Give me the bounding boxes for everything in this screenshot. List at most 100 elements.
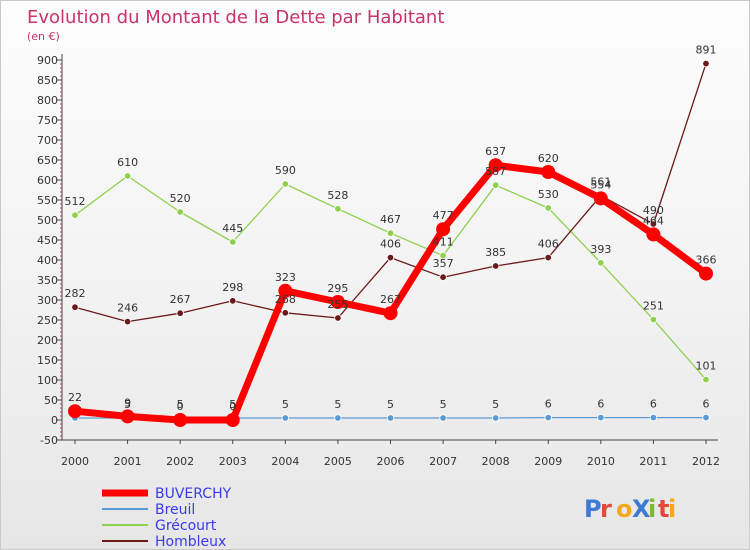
y-tick-label: 450 <box>37 234 58 247</box>
y-tick-label: 350 <box>37 274 58 287</box>
data-label-breuil: 6 <box>597 398 604 411</box>
data-point-grcourt <box>334 205 342 213</box>
x-tick-label: 2011 <box>639 455 667 468</box>
y-tick-label: 250 <box>37 314 58 327</box>
data-point-grcourt <box>597 259 605 267</box>
x-tick-label: 2007 <box>429 455 457 468</box>
legend: BUVERCHY Breuil Grécourt Hombleux <box>102 486 232 550</box>
y-tick-label: 0 <box>51 414 58 427</box>
data-point-breuil <box>544 413 552 422</box>
data-point-hombleux <box>386 253 395 262</box>
data-point-grcourt <box>386 229 395 237</box>
data-point-hombleux <box>439 273 447 281</box>
y-tick-label: 800 <box>37 94 58 107</box>
data-point-hombleux <box>71 303 79 311</box>
y-tick-label: 400 <box>37 254 58 267</box>
data-label-hombleux: 282 <box>65 287 86 300</box>
data-label-breuil: 6 <box>703 398 710 411</box>
y-tick-label: 200 <box>37 334 58 347</box>
x-tick-label: 2003 <box>219 455 247 468</box>
data-point-buverchy <box>593 191 608 206</box>
logo-letter: P <box>584 495 602 523</box>
x-tick-label: 2004 <box>271 455 299 468</box>
data-label-breuil: 5 <box>282 398 289 411</box>
data-point-buverchy <box>383 306 398 321</box>
data-label-hombleux: 385 <box>485 246 506 259</box>
data-label-grcourt: 587 <box>485 165 506 178</box>
data-point-breuil <box>386 414 395 422</box>
x-tick-label: 2001 <box>114 455 142 468</box>
y-tick-label: -50 <box>40 434 58 447</box>
axes: -500501001502002503003504004505005506006… <box>37 54 720 468</box>
data-point-breuil <box>702 413 710 422</box>
data-label-grcourt: 251 <box>643 300 664 313</box>
data-point-buverchy <box>436 222 451 237</box>
y-tick-label: 150 <box>37 354 58 367</box>
data-point-buverchy <box>173 413 188 427</box>
y-tick-label: 750 <box>37 114 58 127</box>
logo-letter: i <box>648 495 656 523</box>
x-tick-label: 2002 <box>166 455 194 468</box>
data-point-hombleux <box>229 297 237 305</box>
legend-label-grecourt: Grécourt <box>155 518 217 534</box>
data-label-hombleux: 561 <box>590 176 611 189</box>
data-label-grcourt: 467 <box>380 213 401 226</box>
data-point-grcourt <box>176 208 184 216</box>
data-point-breuil <box>491 414 500 422</box>
y-tick-label: 650 <box>37 154 58 167</box>
data-label-breuil: 5 <box>229 398 236 411</box>
data-point-breuil <box>439 414 447 422</box>
logo-letter: r <box>600 495 612 523</box>
y-tick-label: 100 <box>37 374 58 387</box>
y-tick-label: 500 <box>37 214 58 227</box>
data-point-breuil <box>334 414 342 422</box>
data-label-buverchy: 9 <box>124 396 131 409</box>
data-label-grcourt: 530 <box>538 188 559 201</box>
data-label-hombleux: 406 <box>538 238 559 251</box>
y-tick-label: 550 <box>37 194 58 207</box>
data-label-buverchy: 366 <box>696 254 717 267</box>
data-label-grcourt: 393 <box>590 243 611 256</box>
y-tick-label: 700 <box>37 134 58 147</box>
data-label-breuil: 5 <box>440 398 447 411</box>
chart-unit: (en €) <box>27 30 60 43</box>
data-point-hombleux <box>334 314 342 322</box>
data-label-hombleux: 267 <box>170 293 191 306</box>
data-label-grcourt: 520 <box>170 192 191 205</box>
data-point-buverchy <box>699 266 713 281</box>
data-label-buverchy: 22 <box>68 391 82 404</box>
series-layer <box>68 59 713 427</box>
data-label-breuil: 5 <box>387 398 394 411</box>
y-tick-label: 850 <box>37 74 58 87</box>
data-point-buverchy <box>541 165 556 179</box>
legend-label-hombleux: Hombleux <box>155 534 226 550</box>
x-tick-label: 2000 <box>61 455 89 468</box>
data-label-buverchy: 464 <box>643 214 664 227</box>
data-label-hombleux: 298 <box>222 281 243 294</box>
data-point-hombleux <box>702 59 710 68</box>
data-label-breuil: 6 <box>545 398 552 411</box>
data-label-buverchy: 637 <box>485 145 506 158</box>
data-point-hombleux <box>281 309 290 317</box>
logo-letter: o <box>616 495 633 523</box>
data-label-buverchy: 554 <box>590 178 611 191</box>
data-point-buverchy <box>120 409 135 424</box>
data-label-grcourt: 590 <box>275 164 296 177</box>
legend-label-buverchy: BUVERCHY <box>155 486 232 502</box>
data-point-grcourt <box>491 181 500 189</box>
y-tick-label: 600 <box>37 174 58 187</box>
data-point-grcourt <box>229 238 237 246</box>
y-tick-label: 900 <box>37 54 58 67</box>
data-label-hombleux: 891 <box>696 44 717 57</box>
data-point-buverchy <box>646 227 661 242</box>
data-point-hombleux <box>176 309 184 317</box>
data-point-hombleux <box>123 317 132 326</box>
data-label-hombleux: 406 <box>380 238 401 251</box>
data-point-grcourt <box>281 180 290 188</box>
data-point-buverchy <box>488 158 503 173</box>
data-label-breuil: 5 <box>334 398 341 411</box>
x-tick-label: 2010 <box>587 455 615 468</box>
data-point-hombleux <box>649 220 658 228</box>
data-label-buverchy: 477 <box>433 209 454 222</box>
y-tick-label: 300 <box>37 294 58 307</box>
